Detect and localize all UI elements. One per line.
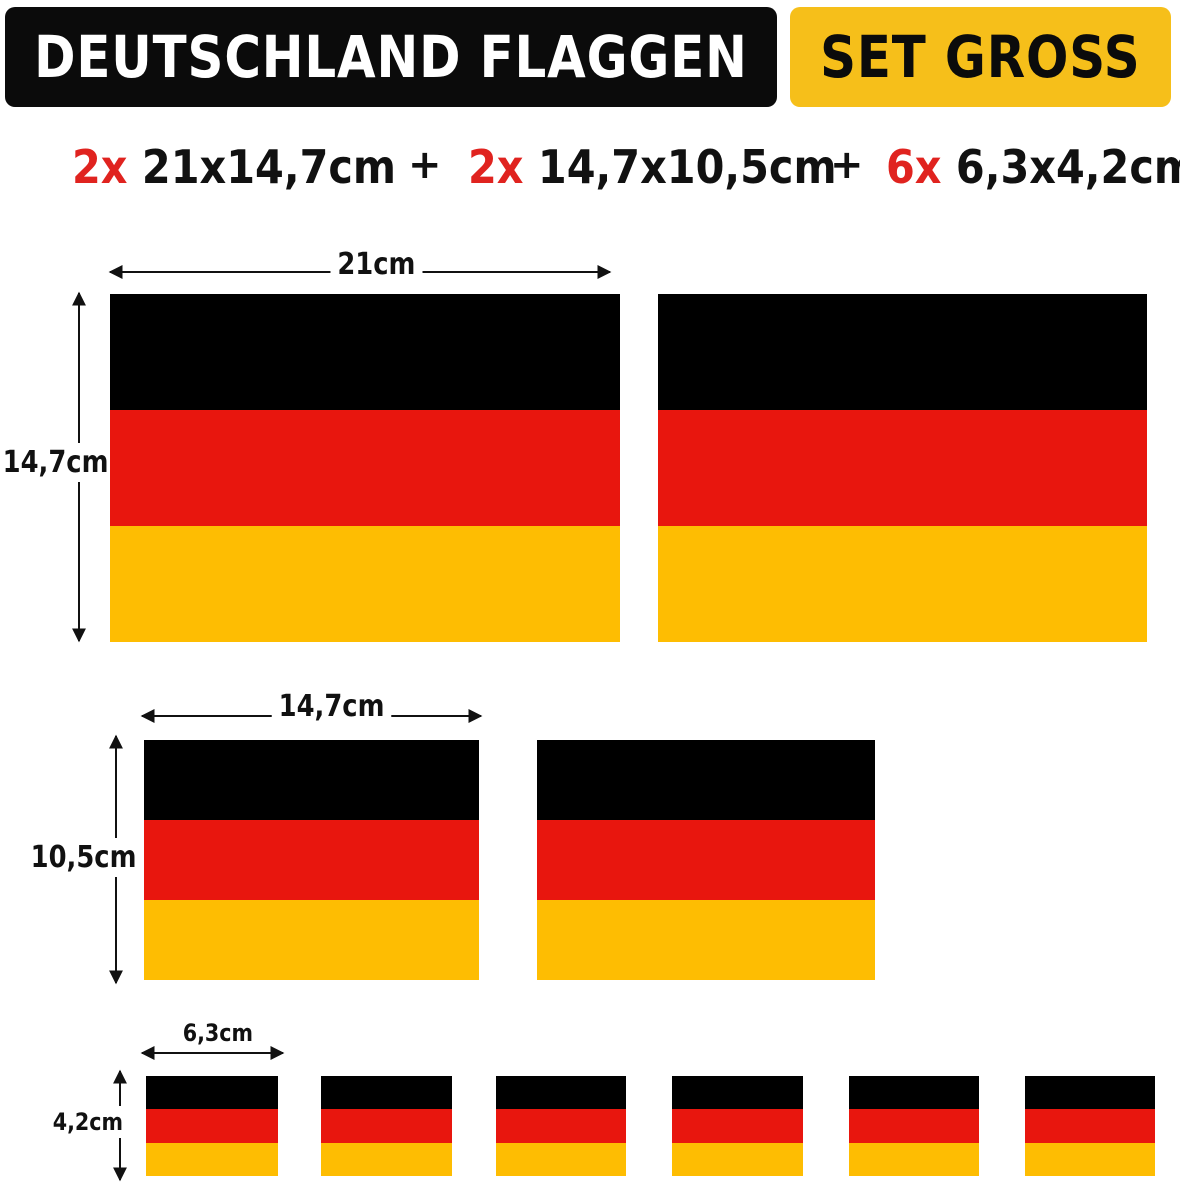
flag-stripe-black	[658, 294, 1147, 410]
flag-stripe-gold	[658, 526, 1147, 642]
flag-stripe-gold	[672, 1142, 803, 1176]
flag-stripe-red	[146, 1109, 278, 1143]
flag-stripe-black	[110, 294, 620, 410]
flag-stripe-gold	[496, 1142, 626, 1176]
spec-large-qty: 2x	[72, 140, 128, 194]
flag-stripe-black	[146, 1076, 278, 1110]
flag-small-3	[496, 1076, 626, 1176]
spec-line: 2x 21x14,7cm + 2x 14,7x10,5cm + 6x 6,3x4…	[0, 140, 1180, 210]
spec-small-qty: 6x	[886, 140, 942, 194]
plus-sign-2: +	[830, 142, 864, 188]
flag-stripe-red	[110, 410, 620, 526]
plus-sign-1: +	[408, 142, 442, 188]
flag-stripe-gold	[537, 900, 875, 980]
flag-small-4	[672, 1076, 803, 1176]
medium-height-label: 10,5cm	[30, 838, 137, 877]
spec-small-size: 6,3x4,2cm	[955, 140, 1180, 194]
flag-stripe-black	[537, 740, 875, 820]
flag-stripe-red	[537, 820, 875, 900]
set-badge: SET GROSS	[790, 7, 1171, 107]
flag-small-5	[849, 1076, 979, 1176]
set-label: SET GROSS	[820, 23, 1141, 91]
flag-small-6	[1025, 1076, 1155, 1176]
flag-stripe-gold	[1025, 1142, 1155, 1176]
spec-medium-size: 14,7x10,5cm	[537, 140, 837, 194]
medium-width-label: 14,7cm	[271, 689, 392, 724]
small-width-label: 6,3cm	[182, 1019, 254, 1047]
flag-stripe-gold	[321, 1142, 452, 1176]
spec-large: 2x 21x14,7cm	[72, 140, 396, 194]
flag-stripe-gold	[144, 900, 479, 980]
flag-small-2	[321, 1076, 452, 1176]
flag-large-2	[658, 294, 1147, 642]
flag-stripe-red	[1025, 1109, 1155, 1143]
spec-medium-qty: 2x	[468, 140, 524, 194]
flag-stripe-red	[672, 1109, 803, 1143]
large-height-label: 14,7cm	[2, 443, 109, 482]
flag-stripe-black	[321, 1076, 452, 1110]
flag-stripe-gold	[146, 1142, 278, 1176]
flag-stripe-black	[672, 1076, 803, 1110]
flag-medium-2	[537, 740, 875, 980]
flag-stripe-black	[1025, 1076, 1155, 1110]
flag-stripe-black	[496, 1076, 626, 1110]
spec-medium: 2x 14,7x10,5cm	[468, 140, 837, 194]
small-height-label: 4,2cm	[52, 1106, 124, 1138]
page-title: DEUTSCHLAND FLAGGEN	[34, 23, 748, 91]
flag-stripe-red	[849, 1109, 979, 1143]
flag-stripe-red	[321, 1109, 452, 1143]
spec-small: 6x 6,3x4,2cm	[886, 140, 1180, 194]
flag-stripe-red	[658, 410, 1147, 526]
title-badge: DEUTSCHLAND FLAGGEN	[5, 7, 777, 107]
flag-large-1	[110, 294, 620, 642]
flag-small-1	[146, 1076, 278, 1176]
flag-stripe-black	[144, 740, 479, 820]
large-width-label: 21cm	[330, 247, 423, 282]
flag-stripe-red	[496, 1109, 626, 1143]
flag-stripe-gold	[110, 526, 620, 642]
flag-stripe-black	[849, 1076, 979, 1110]
flag-medium-1	[144, 740, 479, 980]
flag-stripe-red	[144, 820, 479, 900]
spec-large-size: 21x14,7cm	[141, 140, 397, 194]
flag-stripe-gold	[849, 1142, 979, 1176]
